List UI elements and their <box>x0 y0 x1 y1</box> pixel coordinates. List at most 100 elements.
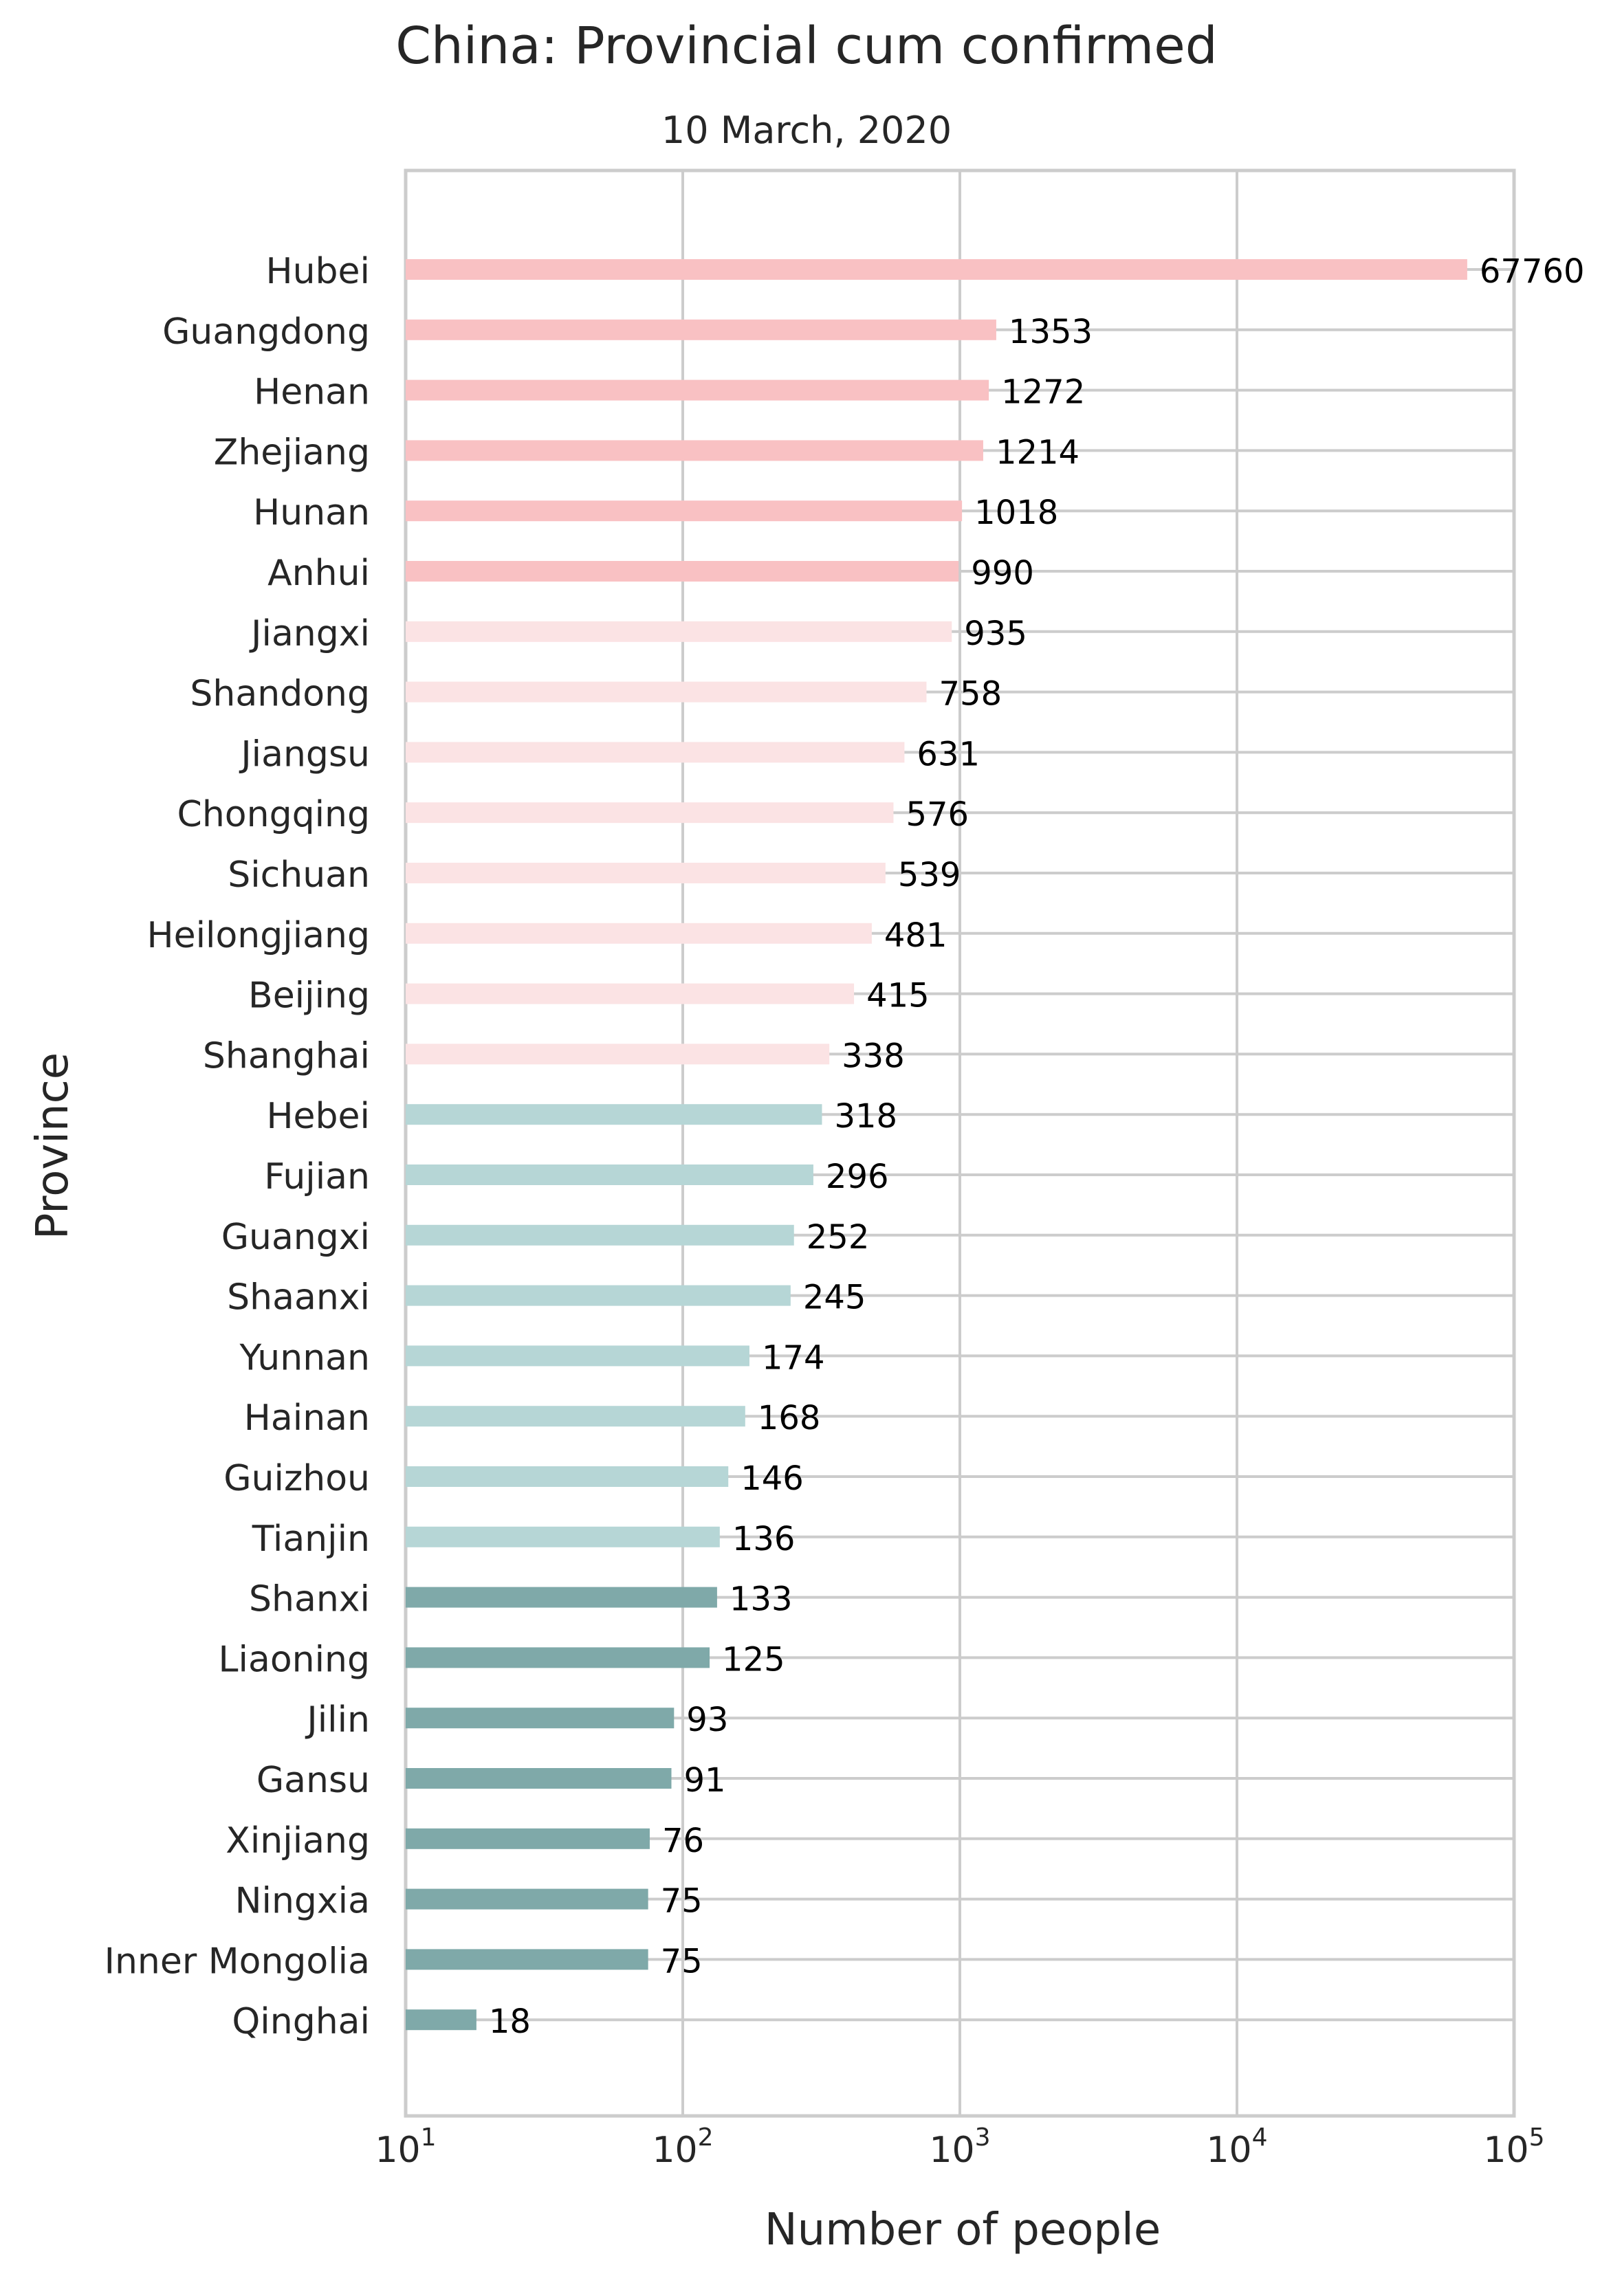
y-tick-label: Tianjin <box>252 1519 370 1560</box>
y-tick-label: Ningxia <box>235 1881 370 1922</box>
bar-value-label: 1272 <box>1001 373 1085 412</box>
plot-area: 67760 Hubei 1353 Guangdong 1272 Henan 1214 Zhej… <box>105 168 1585 2171</box>
bar <box>406 1708 675 1729</box>
y-tick-label: Hunan <box>253 492 370 533</box>
y-tick-label: Shandong <box>190 674 370 715</box>
x-tick-label: 103 <box>929 2123 990 2171</box>
y-tick-label: Henan <box>254 372 370 413</box>
y-tick-label: Jiangxi <box>249 613 370 654</box>
bar-value-label: 481 <box>884 916 947 955</box>
bar-value-label: 93 <box>686 1701 728 1739</box>
bar <box>406 1587 717 1608</box>
y-tick-label: Yunnan <box>239 1337 371 1378</box>
x-tick-label: 101 <box>375 2123 436 2171</box>
bar <box>406 1285 791 1306</box>
x-tick-label: 102 <box>652 2123 713 2171</box>
bar-value-label: 296 <box>826 1158 889 1196</box>
y-tick-label: Anhui <box>267 553 370 594</box>
y-tick-label: Gansu <box>256 1760 370 1801</box>
bar <box>406 1466 729 1487</box>
bar <box>406 802 894 824</box>
x-axis-label: Number of people <box>765 2205 1161 2255</box>
bar <box>406 1768 672 1789</box>
bar-value-label: 252 <box>807 1218 870 1257</box>
bar-value-label: 133 <box>730 1580 793 1619</box>
y-tick-label: Liaoning <box>219 1639 370 1680</box>
bar-value-label: 415 <box>866 977 930 1015</box>
bar-value-label: 67760 <box>1480 252 1585 291</box>
y-axis-label: Province <box>28 1052 78 1239</box>
bar-value-label: 576 <box>906 795 969 834</box>
y-tick-label: Fujian <box>264 1156 370 1197</box>
y-tick-label: Sichuan <box>228 854 370 896</box>
y-tick-label: Shaanxi <box>227 1277 370 1318</box>
y-tick-label: Guangxi <box>221 1217 370 1258</box>
bar <box>406 1526 720 1547</box>
bar-value-label: 990 <box>971 554 1034 593</box>
y-tick-label: Beijing <box>248 975 370 1017</box>
bar-value-label: 318 <box>834 1097 897 1136</box>
bar-value-label: 631 <box>917 735 980 773</box>
bar <box>406 2009 476 2031</box>
y-tick-label: Hubei <box>265 251 370 292</box>
y-tick-label: Jilin <box>305 1699 370 1741</box>
bar-value-label: 935 <box>964 615 1027 653</box>
bar <box>406 440 983 461</box>
y-tick-label: Shanghai <box>203 1035 370 1077</box>
bar <box>406 923 872 944</box>
bar-value-label: 1018 <box>974 494 1058 532</box>
bar-value-label: 18 <box>489 2002 531 2041</box>
y-tick-label: Inner Mongolia <box>105 1941 370 1982</box>
y-tick-label: Xinjiang <box>226 1820 370 1862</box>
y-tick-label: Chongqing <box>177 794 370 835</box>
bar-value-label: 91 <box>683 1761 725 1800</box>
x-tick-label: 104 <box>1206 2123 1267 2171</box>
bar-value-label: 136 <box>732 1520 796 1558</box>
bar <box>406 259 1467 280</box>
bar-value-label: 1214 <box>996 433 1080 472</box>
y-tick-label: Jiangsu <box>239 733 370 775</box>
bar <box>406 500 963 522</box>
bar-value-label: 168 <box>758 1399 821 1437</box>
bar <box>406 1164 813 1185</box>
y-tick-label: Guangdong <box>162 311 370 353</box>
bar-value-label: 76 <box>662 1822 704 1860</box>
bar <box>406 1224 794 1246</box>
y-tick-label: Guizhou <box>223 1458 370 1499</box>
y-tick-label: Shanxi <box>249 1579 370 1620</box>
bar <box>406 863 886 883</box>
bar <box>406 1104 822 1125</box>
bar-value-label: 245 <box>803 1279 866 1317</box>
y-tick-label: Hainan <box>244 1398 370 1439</box>
bar-value-label: 125 <box>722 1640 785 1679</box>
bar <box>406 621 952 642</box>
chart-title: China: Provincial cum confirmed <box>395 16 1218 76</box>
bar <box>406 1647 710 1668</box>
bar <box>406 1406 745 1427</box>
bar <box>406 1888 648 1910</box>
y-tick-label: Zhejiang <box>214 432 370 473</box>
bar-value-label: 539 <box>898 856 961 894</box>
bar <box>406 561 959 582</box>
bar <box>406 379 989 401</box>
y-tick-label: Qinghai <box>232 2001 370 2042</box>
bar-value-label: 338 <box>842 1037 905 1075</box>
bar <box>406 983 855 1004</box>
bar <box>406 1345 749 1367</box>
bar <box>406 1949 648 1970</box>
bar <box>406 681 927 703</box>
y-tick-label: Heilongjiang <box>147 915 371 956</box>
bar-value-label: 1353 <box>1009 313 1093 351</box>
x-tick-label: 105 <box>1483 2123 1544 2171</box>
y-tick-label: Hebei <box>266 1096 370 1137</box>
bar-value-label: 75 <box>661 1942 703 1980</box>
chart-subtitle: 10 March, 2020 <box>661 109 952 152</box>
bar <box>406 742 905 763</box>
bar <box>406 319 996 340</box>
bar <box>406 1828 650 1849</box>
bar-value-label: 758 <box>939 675 1002 714</box>
bar-value-label: 174 <box>762 1338 825 1377</box>
bar-value-label: 146 <box>741 1459 804 1498</box>
